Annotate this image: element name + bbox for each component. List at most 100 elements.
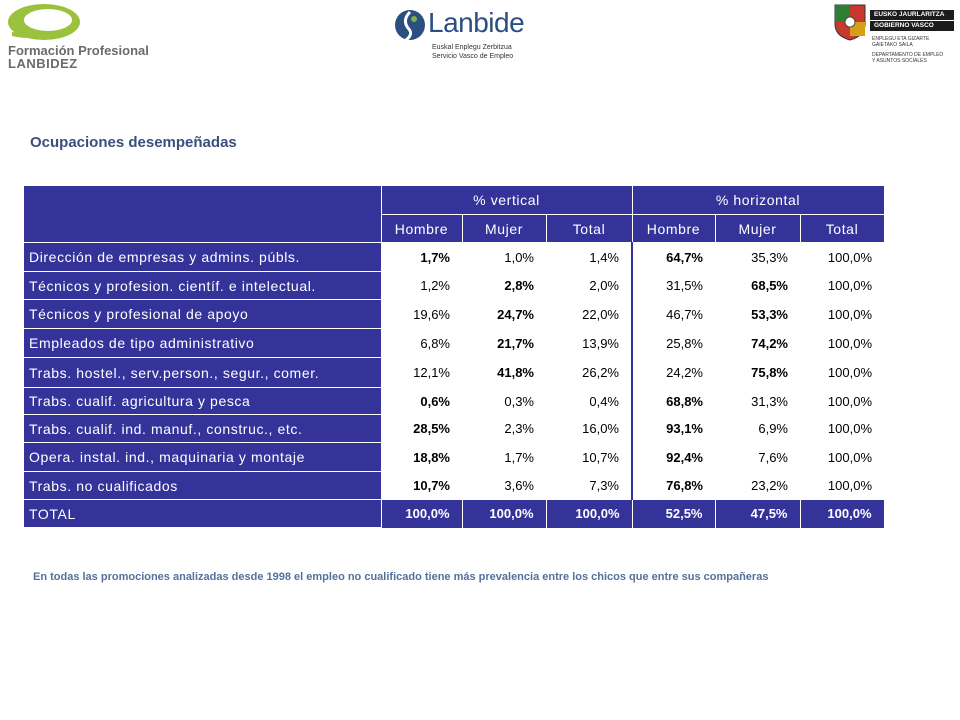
table-cell: 3,6%	[462, 471, 546, 500]
table-cell: 74,2%	[715, 328, 800, 358]
table-cell: 100,0%	[800, 271, 884, 300]
total-cell: 52,5%	[632, 499, 716, 528]
gobierno-vasco-logo: EUSKO JAURLARITZA GOBIERNO VASCO ENPLEGU…	[832, 2, 954, 72]
table-cell: 100,0%	[800, 442, 884, 472]
table-cell: 68,8%	[631, 387, 715, 415]
table-row: Trabs. no cualificados 10,7% 3,6% 7,3% 76,8%…	[24, 471, 884, 500]
occupations-table: % vertical % horizontal Hombre Mujer Tot…	[24, 186, 885, 528]
table-cell: 24,2%	[631, 357, 715, 388]
coat-of-arms-icon	[834, 4, 866, 41]
table-cell: 68,5%	[715, 271, 800, 300]
total-cell: 100,0%	[800, 499, 885, 528]
leaf-logo-icon	[8, 4, 80, 40]
table-cell: 100,0%	[800, 299, 884, 329]
table-cell: 64,7%	[631, 242, 715, 272]
table-cell: 100,0%	[800, 414, 884, 443]
table-row: Empleados de tipo administrativo 6,8% 21,7…	[24, 328, 884, 358]
table-cell: 1,4%	[546, 242, 632, 272]
table-cell: 6,9%	[715, 414, 800, 443]
table-cell: 10,7%	[546, 442, 632, 472]
table-cell: 46,7%	[631, 299, 715, 329]
lanbide-logo: Lanbide Euskal Enplegu Zerbitzua Servici…	[394, 6, 534, 66]
table-cell: 100,0%	[800, 242, 884, 272]
fp-logo-line2: LANBIDEZ	[8, 56, 78, 71]
footnote: En todas las promociones analizadas desd…	[33, 571, 769, 583]
total-cell: 100,0%	[462, 499, 547, 528]
table-cell: 31,5%	[631, 271, 715, 300]
table-cell: 7,6%	[715, 442, 800, 472]
table-cell: 24,7%	[462, 299, 546, 329]
table-cell: 1,7%	[381, 242, 462, 272]
row-label: Opera. instal. ind., maquinaria y montaj…	[24, 442, 382, 472]
table-cell: 0,3%	[462, 387, 546, 415]
gv-dept-eu-1: ENPLEGU ETA GIZARTE	[872, 36, 930, 42]
table-cell: 100,0%	[800, 357, 884, 388]
row-label: Empleados de tipo administrativo	[24, 328, 382, 358]
table-cell: 19,6%	[381, 299, 462, 329]
lanbide-globe-icon	[395, 10, 425, 42]
table-cell: 13,9%	[546, 328, 632, 358]
table-cell: 21,7%	[462, 328, 546, 358]
table-cell: 41,8%	[462, 357, 546, 388]
table-cell: 28,5%	[381, 414, 462, 443]
lanbide-subtitle-eu: Euskal Enplegu Zerbitzua	[432, 44, 512, 51]
table-cell: 26,2%	[546, 357, 632, 388]
lanbide-name: Lanbide	[428, 7, 525, 38]
group-header-vertical: % vertical	[381, 186, 633, 215]
total-cell: 100,0%	[381, 499, 463, 528]
row-label: Trabs. cualif. ind. manuf., construc., e…	[24, 414, 382, 443]
row-label: Trabs. hostel., serv.person., segur., co…	[24, 357, 382, 388]
table-cell: 18,8%	[381, 442, 462, 472]
col-header-horizontal-total: Total	[800, 214, 885, 243]
table-cell: 2,8%	[462, 271, 546, 300]
col-header-vertical-mujer: Mujer	[462, 214, 547, 243]
table-row: Trabs. cualif. ind. manuf., construc., e…	[24, 414, 884, 443]
table-cell: 100,0%	[800, 471, 884, 500]
table-cell: 35,3%	[715, 242, 800, 272]
lanbide-subtitle-es: Servicio Vasco de Empleo	[432, 53, 514, 60]
formacion-profesional-logo: Formación Profesional LANBIDEZ	[4, 2, 184, 72]
col-header-horizontal-hombre: Hombre	[632, 214, 716, 243]
page-title: Ocupaciones desempeñadas	[30, 134, 237, 151]
table-cell: 100,0%	[800, 328, 884, 358]
gv-eusko-jaurlaritza: EUSKO JAURLARITZA	[870, 10, 954, 20]
gv-dept-es-2: Y ASUNTOS SOCIALES	[872, 58, 927, 64]
table-cell: 12,1%	[381, 357, 462, 388]
table-cell: 10,7%	[381, 471, 462, 500]
table-cell: 0,6%	[381, 387, 462, 415]
row-label: Trabs. cualif. agricultura y pesca	[24, 387, 382, 415]
table-cell: 75,8%	[715, 357, 800, 388]
table-row: Técnicos y profesion. científ. e intelec…	[24, 271, 884, 300]
table-row: Opera. instal. ind., maquinaria y montaj…	[24, 442, 884, 472]
fp-logo-line1: Formación Profesional	[8, 43, 149, 58]
col-header-vertical-total: Total	[546, 214, 633, 243]
table-cell: 2,3%	[462, 414, 546, 443]
group-header-horizontal: % horizontal	[632, 186, 885, 215]
table-cell: 1,0%	[462, 242, 546, 272]
row-label: Técnicos y profesional de apoyo	[24, 299, 382, 329]
table-cell: 25,8%	[631, 328, 715, 358]
table-body: Dirección de empresas y admins. públs. 1,…	[24, 242, 885, 528]
table-cell: 16,0%	[546, 414, 632, 443]
table-cell: 2,0%	[546, 271, 632, 300]
col-header-vertical-hombre: Hombre	[381, 214, 463, 243]
gv-gobierno-vasco: GOBIERNO VASCO	[870, 21, 954, 31]
total-cell: 100,0%	[546, 499, 633, 528]
table-cell: 1,2%	[381, 271, 462, 300]
table-cell: 7,3%	[546, 471, 632, 500]
table-cell: 93,1%	[631, 414, 715, 443]
row-label: Dirección de empresas y admins. públs.	[24, 242, 382, 272]
table-cell: 31,3%	[715, 387, 800, 415]
table-cell: 22,0%	[546, 299, 632, 329]
total-cell: 47,5%	[715, 499, 801, 528]
col-header-horizontal-mujer: Mujer	[715, 214, 801, 243]
table-row: Trabs. cualif. agricultura y pesca 0,6% 0,…	[24, 387, 884, 415]
table-cell: 23,2%	[715, 471, 800, 500]
table-cell: 76,8%	[631, 471, 715, 500]
table-cell: 92,4%	[631, 442, 715, 472]
table-cell: 6,8%	[381, 328, 462, 358]
table-cell: 0,4%	[546, 387, 632, 415]
gv-dept-eu-2: GAIETAKO SAILA	[872, 42, 913, 48]
table-cell: 53,3%	[715, 299, 800, 329]
table-cell: 1,7%	[462, 442, 546, 472]
